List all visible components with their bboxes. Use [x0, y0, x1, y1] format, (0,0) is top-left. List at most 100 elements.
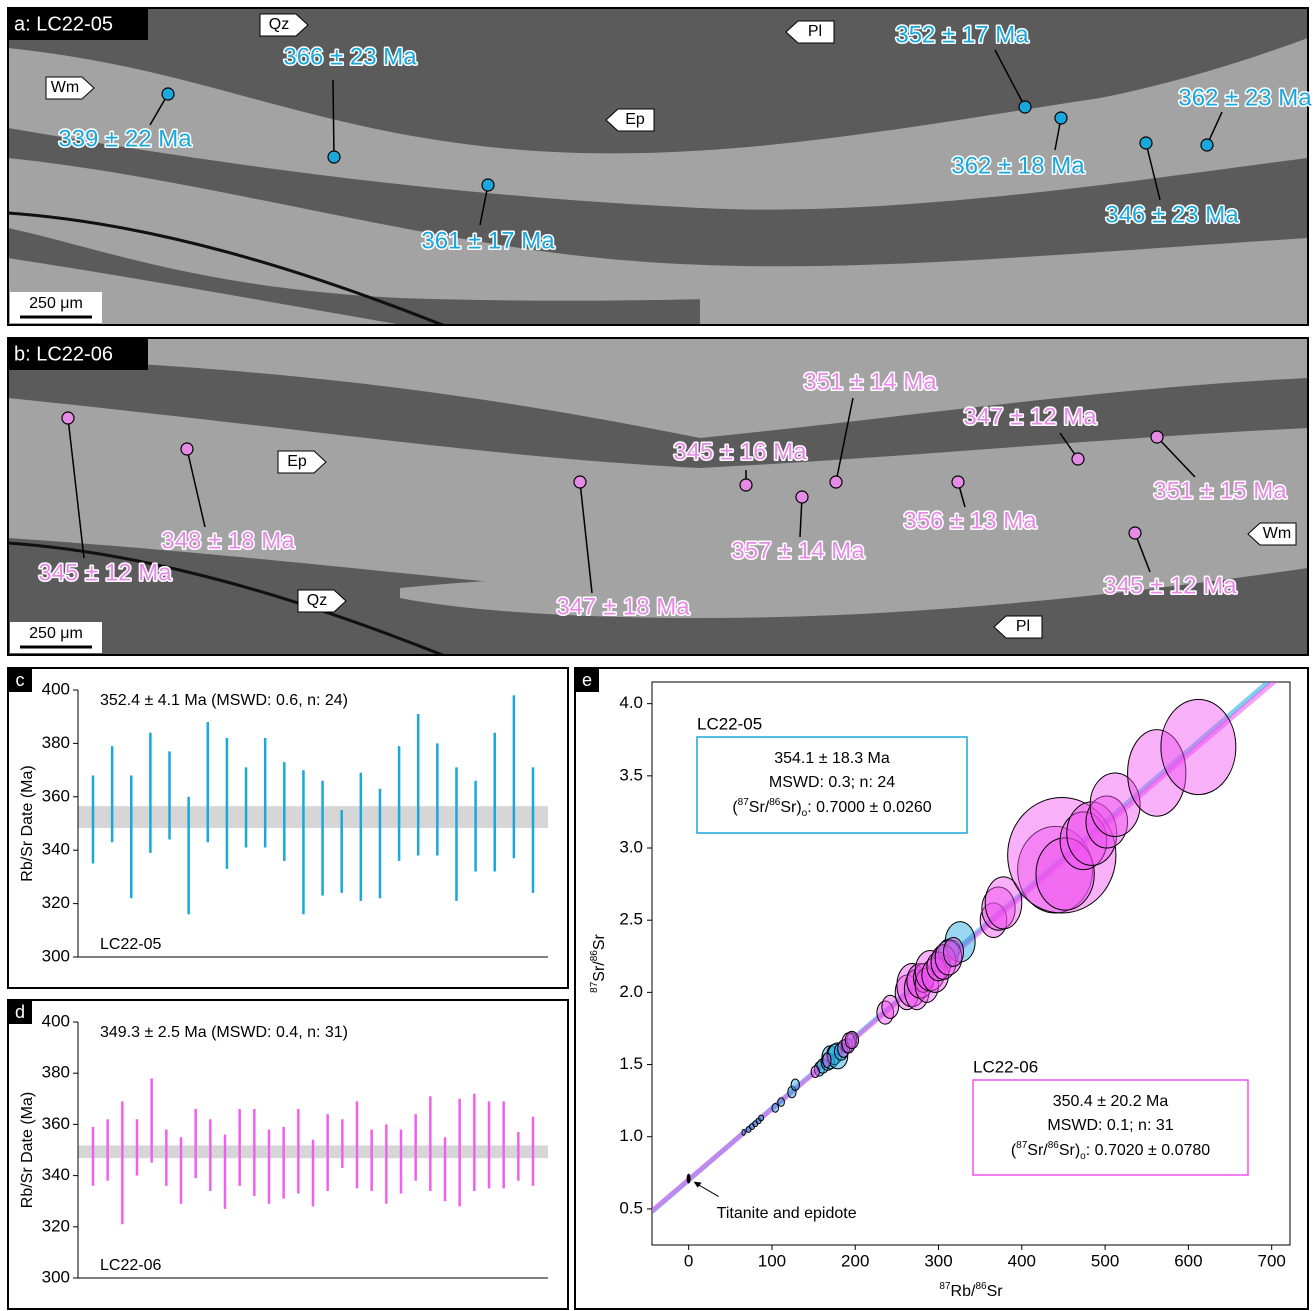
leader-line — [1134, 532, 1151, 573]
y-tick-label: 400 — [42, 679, 70, 698]
label-part: Sr/ — [591, 961, 608, 982]
age-label: 346 ± 23 Ma — [1105, 201, 1239, 228]
label-part: Rb/ — [951, 1283, 976, 1300]
mineral-tag — [277, 450, 327, 474]
analysis-spot — [1054, 111, 1068, 125]
y-tick-label: 340 — [42, 1165, 70, 1184]
mineral-label: Ep — [287, 453, 307, 470]
analysis-spot — [1200, 138, 1214, 152]
label-part: Sr/ — [749, 799, 770, 816]
label-part: 87 — [738, 797, 750, 808]
y-tick-label: 3.5 — [619, 765, 643, 784]
data-ellipse — [846, 1032, 858, 1048]
texture-band — [8, 398, 1308, 598]
data-ellipse — [741, 1129, 746, 1136]
y-tick-label: 4.0 — [619, 693, 643, 712]
x-tick-label: 200 — [841, 1251, 869, 1270]
analysis-spot — [61, 411, 75, 425]
analysis-spot — [951, 475, 965, 489]
mineral-tag — [259, 13, 309, 37]
mineral-tag — [297, 589, 347, 613]
y-tick-label: 2.0 — [619, 982, 643, 1001]
panel-frame — [7, 337, 1309, 656]
legend-box — [696, 736, 968, 834]
panel-frame — [7, 667, 569, 989]
data-ellipse — [844, 1030, 860, 1050]
y-tick-label: 320 — [42, 1216, 70, 1235]
data-ellipse — [1089, 772, 1141, 837]
y-tick-label: 2.5 — [619, 910, 643, 929]
label-part: ( — [1011, 1142, 1017, 1159]
panel-letter: e — [582, 670, 592, 690]
y-tick-label: 380 — [42, 1063, 70, 1082]
label-part: Sr/ — [1027, 1142, 1048, 1159]
mean-band — [78, 806, 548, 829]
y-tick-label: 400 — [42, 1011, 70, 1030]
label-part: : 0.7020 ± 0.0780 — [1086, 1142, 1211, 1159]
panel-letter: d — [15, 1002, 25, 1022]
annotation-text: Titanite and epidote — [717, 1205, 857, 1222]
x-tick-label: 100 — [758, 1251, 786, 1270]
micrograph — [8, 8, 1308, 325]
y-tick-label: 360 — [42, 1114, 70, 1133]
leader-line — [186, 448, 206, 528]
legend-age: 354.1 ± 18.3 Ma — [774, 750, 890, 767]
age-label: 356 ± 13 Ma — [903, 507, 1037, 534]
age-label: 351 ± 15 Ma — [1153, 477, 1287, 504]
plot-frame — [651, 681, 1291, 1246]
age-label: 366 ± 23 Ma — [283, 43, 417, 70]
data-ellipse — [984, 876, 1023, 930]
y-tick-label: 1.5 — [619, 1054, 643, 1073]
mineral-label: Ep — [625, 111, 645, 128]
label-part: 87 — [939, 1281, 951, 1292]
arrow-head — [693, 1181, 702, 1188]
age-label: 348 ± 18 Ma — [161, 527, 295, 554]
analysis-spot — [481, 178, 495, 192]
texture-band — [8, 258, 403, 325]
panel-letter-box — [8, 668, 32, 692]
data-ellipse — [943, 937, 965, 967]
legend-stats: MSWD: 0.3; n: 24 — [769, 774, 895, 791]
x-tick-label: 400 — [1008, 1251, 1036, 1270]
data-ellipse — [822, 1052, 832, 1068]
age-label: 345 ± 16 Ma — [673, 438, 807, 465]
age-label: 347 ± 18 Ma — [556, 593, 690, 620]
data-ellipse — [1066, 801, 1118, 866]
texture-band — [700, 258, 1308, 325]
analysis-spot — [180, 442, 194, 456]
y-axis-label: Rb/Sr Date (Ma) — [19, 765, 36, 881]
age-label: 361 ± 17 Ma — [421, 227, 555, 254]
x-axis-label: 87Rb/86Sr — [939, 1281, 1003, 1301]
analysis-spot — [739, 478, 753, 492]
panel-letter-box — [575, 668, 599, 692]
data-ellipse — [1035, 837, 1095, 911]
legend-box — [972, 1079, 1249, 1176]
analysis-spot — [795, 490, 809, 504]
panel-label-box — [8, 8, 148, 40]
analysis-spot — [1128, 526, 1142, 540]
mineral-tag — [1247, 522, 1297, 546]
mineral-tag — [785, 20, 835, 44]
age-label: 357 ± 14 Ma — [731, 537, 865, 564]
panel-frame — [574, 667, 1309, 1310]
x-tick-label: 500 — [1091, 1251, 1119, 1270]
y-tick-label: 320 — [42, 893, 70, 912]
y-tick-label: 300 — [42, 946, 70, 965]
leader-line — [799, 496, 803, 538]
age-label: 347 ± 12 Ma — [963, 403, 1097, 430]
label-part: o — [802, 808, 808, 819]
label-part: o — [1080, 1151, 1086, 1162]
panel-letter: c — [16, 670, 25, 690]
scale-label: 250 μm — [29, 625, 83, 642]
data-ellipse — [1059, 811, 1108, 871]
data-ellipse — [758, 1114, 765, 1122]
data-ellipse — [1085, 795, 1129, 849]
crack — [8, 211, 447, 325]
mineral-label: Qz — [307, 592, 327, 609]
sample-label: LC22-06 — [100, 1257, 161, 1274]
legend-label: LC22-05 — [697, 714, 762, 733]
y-tick-label: 0.5 — [619, 1198, 643, 1217]
mineral-tag — [605, 108, 655, 132]
analysis-spot — [1150, 430, 1164, 444]
